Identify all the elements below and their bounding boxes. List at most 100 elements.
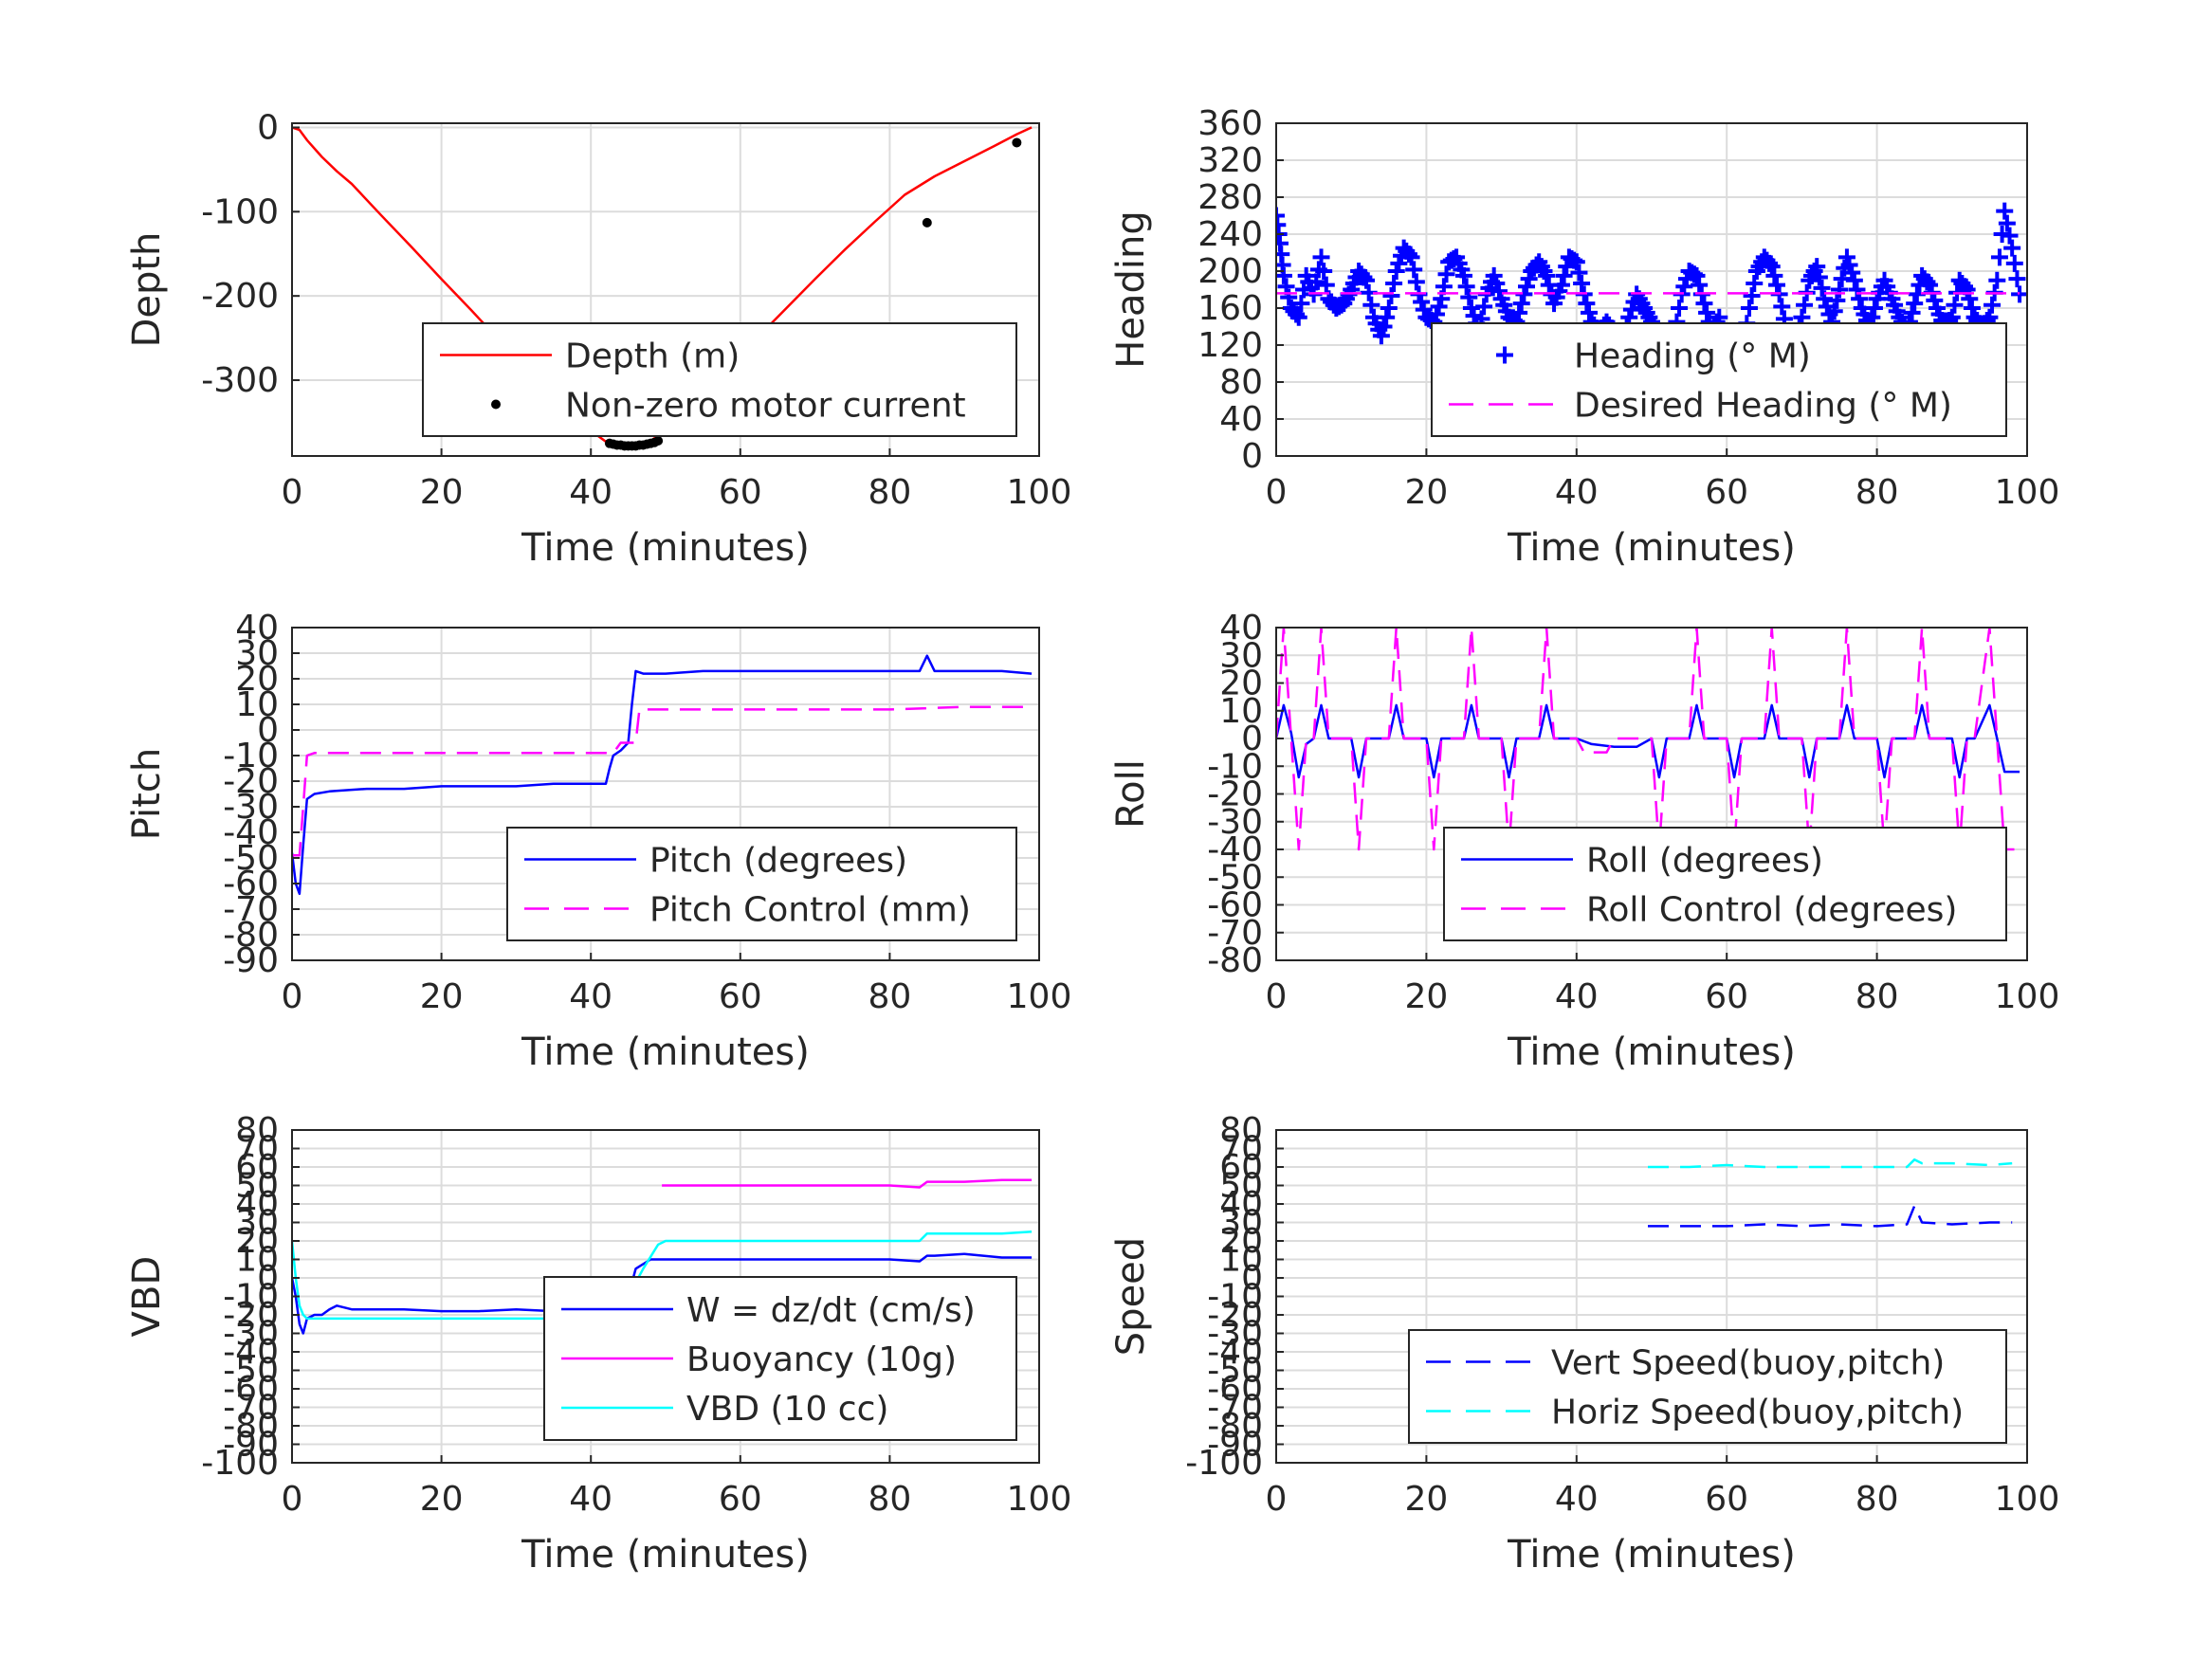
pitch-xtick-label: 100 (1007, 977, 1072, 1016)
depth-xtick-label: 60 (719, 473, 762, 512)
vbd-legend-entry: VBD (10 cc) (686, 1390, 888, 1429)
heading-heading-m-point (1903, 303, 1921, 321)
vbd-ytick-label: -70 (223, 1389, 279, 1428)
pitch-axes-frame (291, 627, 1040, 961)
vbd-ytick-label: -100 (201, 1444, 279, 1483)
heading-heading-m-point (1307, 273, 1325, 291)
heading-heading-m-point (1390, 254, 1408, 272)
roll-legend-box (1443, 827, 2007, 941)
heading-heading-m-point (1288, 305, 1306, 323)
heading-heading-m-point (1740, 300, 1758, 317)
speed-xtick-label: 0 (1266, 1480, 1288, 1519)
heading-heading-m-point (1552, 276, 1570, 294)
heading-heading-m-point (1578, 295, 1596, 313)
vbd-ytick-label: 60 (235, 1148, 279, 1187)
heading-heading-m-point (1990, 248, 2008, 266)
heading-heading-m-point (1828, 291, 1846, 309)
roll-ytick-label: -50 (1207, 858, 1263, 897)
vbd-xtick-label: 0 (282, 1480, 303, 1519)
heading-heading-m-point (1555, 266, 1573, 284)
vbd-chart: 0 20 40 60 80 100-100-90-80-70-60-50-40-30-20… (125, 1111, 1071, 1577)
heading-legend-box (1431, 322, 2007, 437)
pitch-ylabel: Pitch (125, 748, 169, 840)
pitch-xtick-label: 40 (569, 977, 612, 1016)
vbd-ytick-label: -60 (223, 1370, 279, 1409)
heading-heading-m-point (1407, 273, 1425, 291)
vbd-ytick-label: -90 (223, 1426, 279, 1465)
vbd-xlabel: Time (minutes) (521, 1533, 810, 1577)
heading-heading-m-point (1512, 295, 1530, 313)
heading-legend-entry: Heading (° M) (1574, 337, 1811, 376)
heading-heading-m-point (1845, 271, 1863, 289)
speed-ytick-label: 20 (1219, 1222, 1263, 1261)
heading-heading-m-point (1837, 248, 1856, 266)
vbd-xtick-label: 20 (420, 1480, 464, 1519)
heading-heading-m-point (1387, 263, 1405, 280)
heading-heading-m-point (1763, 258, 1781, 276)
vbd-ylabel: VBD (125, 1256, 169, 1338)
roll-xtick-label: 80 (1856, 977, 1899, 1016)
vbd-ytick-label: 50 (235, 1167, 279, 1206)
pitch-ytick-label: 20 (235, 660, 279, 699)
vbd-ytick-label: 10 (235, 1241, 279, 1280)
heading-heading-m-point (1355, 268, 1373, 286)
heading-heading-m-point (1573, 275, 1591, 292)
roll-legend: Roll (degrees) Roll Control (degrees) (1443, 827, 2007, 941)
vbd-xtick-label: 100 (1007, 1480, 1072, 1519)
heading-heading-m-point (1688, 266, 1706, 284)
heading-heading-m-point (1796, 296, 1814, 314)
heading-chart: 0 20 40 60 80 10004080120160200240280320360Ti… (1109, 104, 2059, 570)
roll-ytick-label: -80 (1207, 941, 1263, 980)
vbd-ytick-label: -20 (223, 1296, 279, 1335)
speed-xtick-label: 40 (1555, 1480, 1599, 1519)
heading-heading-m-point (1280, 288, 1298, 306)
heading-heading-m-point (1958, 281, 1976, 299)
speed-ytick-label: 0 (1241, 1259, 1263, 1298)
heading-heading-m-point (1488, 275, 1506, 292)
heading-heading-m-point (1276, 207, 1285, 225)
heading-heading-m-point (1378, 308, 1396, 326)
vbd-ytick-label: 40 (235, 1185, 279, 1224)
depth-non-zero-motor-current-point (922, 217, 932, 228)
roll-ytick-label: -70 (1207, 914, 1263, 953)
depth-non-zero-motor-current-point (653, 436, 664, 447)
pitch-legend-entry: Pitch Control (mm) (649, 891, 971, 930)
heading-heading-m-point (1983, 296, 2002, 314)
heading-heading-m-point (1918, 273, 1936, 291)
speed-ytick-label: -70 (1207, 1389, 1263, 1428)
roll-xtick-label: 60 (1705, 977, 1748, 1016)
heading-heading-m-point (1372, 327, 1390, 345)
heading-heading-m-point (1415, 301, 1433, 319)
heading-heading-m-point (1743, 287, 1761, 304)
heading-xtick-label: 0 (1266, 473, 1288, 512)
heading-xtick-label: 100 (1995, 473, 2060, 512)
pitch-ytick-label: 0 (257, 711, 279, 750)
heading-heading-m-point (1402, 248, 1420, 266)
heading-heading-m-point (1520, 270, 1538, 288)
pitch-ytick-label: 40 (235, 609, 279, 647)
pitch-xtick-label: 60 (719, 977, 762, 1016)
roll-ytick-label: 10 (1219, 692, 1263, 731)
speed-ytick-label: -30 (1207, 1315, 1263, 1354)
vbd-ytick-label: 0 (257, 1259, 279, 1298)
heading-heading-m-point (1746, 275, 1764, 292)
depth-xtick-label: 20 (420, 473, 464, 512)
pitch-xtick-label: 0 (282, 977, 303, 1016)
speed-ytick-label: -60 (1207, 1370, 1263, 1409)
roll-chart: 0 20 40 60 80 100-80-70-60-50-40-30-20-100102… (1109, 609, 2059, 1074)
heading-heading-m-point (1413, 293, 1431, 311)
roll-ytick-label: -10 (1207, 747, 1263, 786)
heading-heading-m-point (1455, 266, 1472, 284)
heading-heading-m-point (1765, 266, 1783, 284)
heading-heading-m-point (1538, 266, 1556, 284)
vbd-legend: W = dz/dt (cm/s) Buoyancy (10g) VBD (10 cc… (543, 1276, 1017, 1441)
heading-heading-m-point (1312, 248, 1330, 266)
speed-ytick-label: -20 (1207, 1296, 1263, 1335)
heading-heading-m-point (1375, 318, 1393, 336)
heading-heading-m-point (1518, 278, 1535, 296)
heading-ytick-label: 40 (1219, 400, 1263, 439)
heading-ytick-label: 360 (1197, 104, 1263, 143)
heading-xtick-label: 80 (1856, 473, 1899, 512)
vbd-xtick-label: 40 (569, 1480, 612, 1519)
heading-heading-m-point (1813, 279, 1831, 297)
